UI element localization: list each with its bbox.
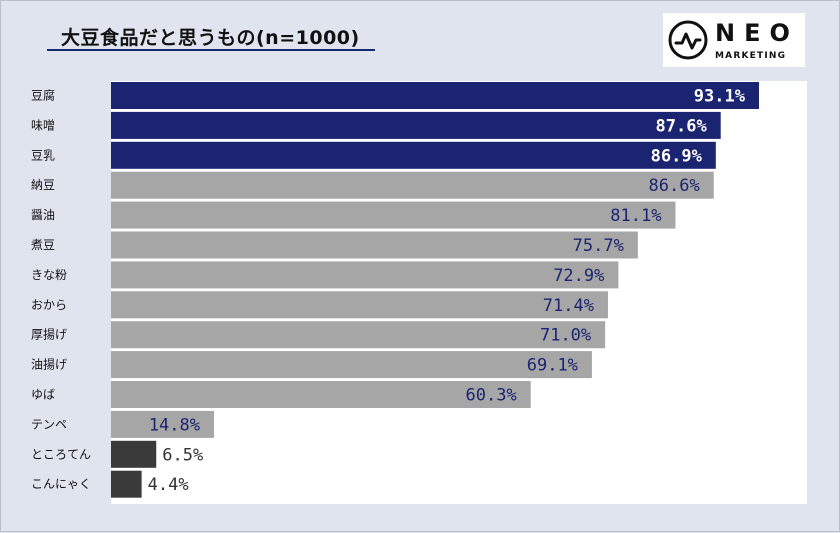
bar	[111, 410, 215, 438]
category-label: 納豆	[31, 178, 55, 192]
category-label: おから	[31, 298, 67, 312]
bar	[111, 291, 608, 319]
bar	[111, 111, 721, 139]
category-label: きな粉	[31, 268, 67, 282]
title-underline	[47, 49, 375, 51]
category-label: こんにゃく	[31, 477, 91, 491]
logo-subtext: MARKETING	[715, 51, 787, 61]
bar	[111, 381, 531, 408]
data-label: 87.6%	[656, 116, 708, 136]
bar	[111, 351, 592, 379]
bar	[111, 82, 759, 109]
chart-title: 大豆食品だと思うもの(n=1000)	[61, 27, 360, 49]
neo-marketing-logo: NEO MARKETING	[663, 13, 805, 67]
data-label: 71.4%	[543, 296, 594, 316]
category-label: 油揚げ	[31, 358, 67, 372]
bar	[111, 440, 157, 468]
bar	[111, 231, 638, 259]
data-label: 4.4%	[148, 475, 189, 495]
data-label: 71.0%	[540, 326, 591, 346]
logo-wordmark: NEO	[715, 19, 799, 47]
data-label: 60.3%	[466, 386, 517, 406]
data-label: 6.5%	[162, 445, 203, 465]
bar	[111, 171, 714, 199]
category-label: 味噌	[31, 118, 55, 132]
category-label: 煮豆	[31, 238, 55, 252]
data-label: 81.1%	[610, 206, 661, 226]
bar	[111, 470, 142, 498]
pulse-circle-icon	[668, 20, 708, 60]
category-label: 豆腐	[31, 88, 55, 103]
category-label: テンペ	[31, 417, 67, 431]
bar	[111, 201, 676, 229]
data-label: 14.8%	[149, 415, 200, 435]
category-label: ところてん	[31, 447, 91, 461]
bar	[111, 321, 606, 349]
data-label: 86.6%	[649, 176, 700, 196]
bar	[111, 141, 716, 169]
data-label: 75.7%	[573, 236, 624, 256]
bar	[111, 261, 619, 289]
category-label: 豆乳	[31, 148, 55, 162]
category-label: 厚揚げ	[31, 328, 67, 342]
category-label: 醤油	[31, 207, 55, 222]
data-label: 93.1%	[694, 87, 746, 107]
category-label: ゆば	[31, 388, 55, 402]
data-label: 86.9%	[651, 146, 703, 166]
data-label: 72.9%	[553, 266, 604, 286]
data-label: 69.1%	[527, 356, 578, 376]
